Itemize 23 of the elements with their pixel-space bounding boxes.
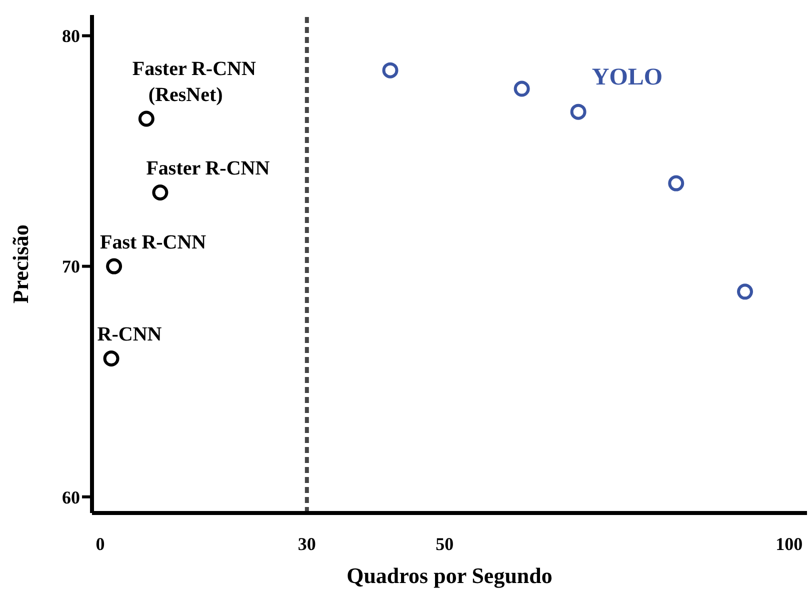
- annotation: Faster R-CNN (ResNet): [132, 58, 256, 106]
- x-tick-label: 50: [436, 534, 454, 554]
- x-axis-title: Quadros por Segundo: [346, 563, 552, 588]
- x-tick-label: 30: [298, 534, 316, 554]
- point: [382, 62, 398, 78]
- y-tick-label: 60: [62, 487, 80, 508]
- x-tick-label: 100: [776, 534, 803, 554]
- annotation: R-CNN: [97, 324, 162, 346]
- series-label: YOLO: [592, 64, 663, 90]
- annotation: Faster R-CNN: [146, 158, 270, 180]
- point: [570, 104, 586, 120]
- point: [514, 80, 530, 97]
- y-axis-title: Precisão: [8, 224, 33, 304]
- point: [737, 284, 754, 300]
- point: [106, 258, 122, 274]
- y-tick-label: 70: [62, 256, 80, 277]
- y-tick-label: 80: [62, 26, 80, 46]
- point: [152, 184, 168, 201]
- point: [103, 350, 120, 367]
- annotation: Fast R-CNN: [100, 231, 207, 254]
- point: [668, 175, 684, 192]
- x-tick-label: 0: [96, 534, 105, 554]
- point: [138, 110, 154, 127]
